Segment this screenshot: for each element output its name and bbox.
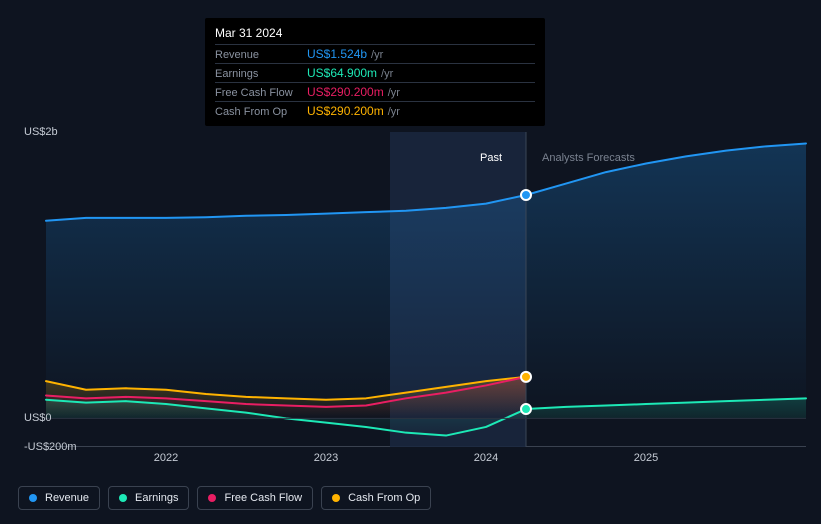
x-axis-label: 2022 [154,452,178,464]
x-axis-label: 2023 [314,452,338,464]
legend-item-revenue[interactable]: Revenue [18,486,100,510]
tooltip-value: US$290.200m [307,104,384,118]
tooltip-date: Mar 31 2024 [215,26,535,44]
x-axis-label: 2024 [474,452,498,464]
tooltip-row: Cash From OpUS$290.200m/yr [215,101,535,120]
y-axis-label: US$0 [24,412,52,424]
legend-item-cash-from-op[interactable]: Cash From Op [321,486,431,510]
tooltip-key: Revenue [215,49,307,61]
chart-tooltip: Mar 31 2024 RevenueUS$1.524b/yrEarningsU… [205,18,545,126]
financial-chart: US$2bUS$0-US$200m 2022202320242025 Past … [18,0,803,480]
legend-item-free-cash-flow[interactable]: Free Cash Flow [197,486,313,510]
tooltip-value: US$1.524b [307,47,367,61]
legend-dot-icon [119,494,127,502]
plot-area[interactable] [46,132,806,447]
tooltip-row: Free Cash FlowUS$290.200m/yr [215,82,535,101]
legend-item-earnings[interactable]: Earnings [108,486,189,510]
legend-dot-icon [208,494,216,502]
tooltip-row: EarningsUS$64.900m/yr [215,63,535,82]
chart-legend: Revenue Earnings Free Cash Flow Cash From O… [18,486,431,510]
legend-label: Cash From Op [348,492,420,504]
y-axis-label: US$2b [24,126,58,138]
legend-dot-icon [332,494,340,502]
tooltip-unit: /yr [388,87,400,99]
tooltip-key: Free Cash Flow [215,87,307,99]
chart-svg [46,132,806,446]
forecast-region-label: Analysts Forecasts [542,152,635,164]
tooltip-row: RevenueUS$1.524b/yr [215,44,535,63]
legend-dot-icon [29,494,37,502]
tooltip-key: Earnings [215,68,307,80]
tooltip-unit: /yr [388,106,400,118]
past-region-label: Past [480,152,502,164]
tooltip-unit: /yr [371,49,383,61]
x-axis-label: 2025 [634,452,658,464]
legend-label: Free Cash Flow [224,492,302,504]
tooltip-unit: /yr [381,68,393,80]
legend-label: Revenue [45,492,89,504]
tooltip-value: US$64.900m [307,66,377,80]
legend-label: Earnings [135,492,178,504]
y-axis-label: -US$200m [24,441,77,453]
tooltip-value: US$290.200m [307,85,384,99]
tooltip-key: Cash From Op [215,106,307,118]
